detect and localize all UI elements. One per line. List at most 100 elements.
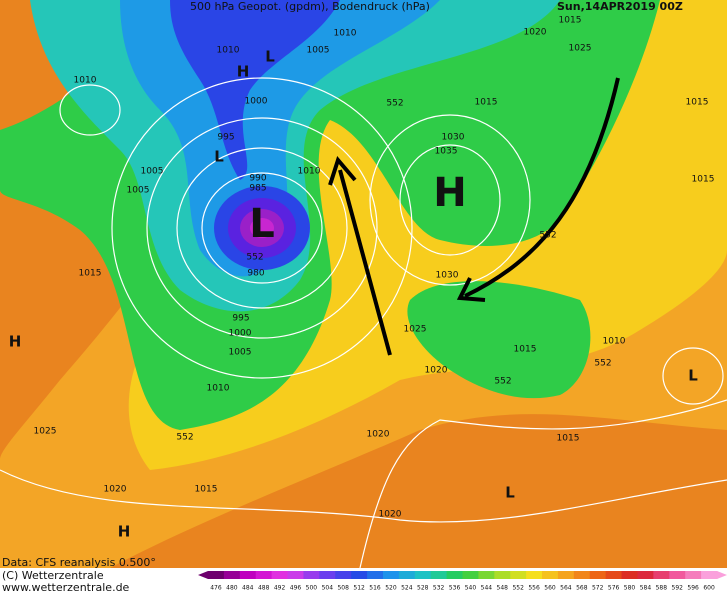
pressure-label: 1025 <box>569 44 592 54</box>
isobars <box>0 77 727 569</box>
colorbar-arrow <box>717 571 727 579</box>
colorbar-swatch <box>621 571 638 579</box>
colorbar-swatch <box>398 571 416 579</box>
pressure-center: L <box>505 484 515 502</box>
pressure-label: 1005 <box>229 348 252 358</box>
colorbar-label: 568 <box>576 585 588 592</box>
pressure-center: H <box>433 170 466 216</box>
pressure-label: 1010 <box>334 29 357 39</box>
colorbar-label: 524 <box>401 585 413 592</box>
pressure-label: 1015 <box>79 269 102 279</box>
colorbar-swatch <box>367 571 384 579</box>
colorbar-swatch <box>287 571 304 579</box>
colorbar-label: 592 <box>672 585 684 592</box>
data-source: Data: CFS reanalysis 0.500° <box>2 556 156 569</box>
colorbar-swatch <box>303 571 320 579</box>
pressure-label: 1015 <box>475 98 498 108</box>
pressure-label: 1030 <box>436 271 459 281</box>
pressure-label: 1010 <box>298 167 321 177</box>
colorbar-swatch <box>255 571 273 579</box>
colorbar-swatch <box>701 571 718 579</box>
colorbar-swatch <box>573 571 591 579</box>
colorbar-swatch <box>462 571 479 579</box>
colorbar-label: 488 <box>258 585 270 592</box>
pressure-label: 1035 <box>435 147 458 157</box>
colorbar-swatch <box>510 571 527 579</box>
pressure-center: L <box>265 48 275 66</box>
colorbar-swatch <box>335 571 352 579</box>
colorbar-label: 588 <box>656 585 668 592</box>
pressure-label: 985 <box>249 184 266 194</box>
pressure-label: 1020 <box>524 28 547 38</box>
flow-arrows <box>328 77 620 356</box>
colorbar-swatch <box>414 571 432 579</box>
colorbar-label: 544 <box>481 585 493 592</box>
colorbar-label: 476 <box>210 585 222 592</box>
colorbar-label: 516 <box>369 585 381 592</box>
pressure-label: 995 <box>232 314 249 324</box>
pressure-label: 1010 <box>207 384 230 394</box>
colorbar-label: 572 <box>592 585 604 592</box>
colorbar-swatch <box>653 571 670 579</box>
pressure-label: 1000 <box>245 97 268 107</box>
colorbar-label: 492 <box>274 585 286 592</box>
pressure-label: 1010 <box>74 76 97 86</box>
pressure-label: 552 <box>246 253 263 263</box>
colorbar-arrow <box>198 571 208 579</box>
colorbar-label: 540 <box>465 585 477 592</box>
colorbar-swatch <box>351 571 368 579</box>
pressure-label: 1015 <box>692 175 715 185</box>
colorbar-label: 512 <box>353 585 365 592</box>
colorbar-swatch <box>271 571 289 579</box>
pressure-center: L <box>214 148 224 166</box>
pressure-label: 552 <box>594 359 611 369</box>
pressure-label: 1020 <box>104 485 127 495</box>
colorbar-label: 520 <box>385 585 397 592</box>
colorbar-label: 548 <box>497 585 509 592</box>
colorbar-swatch <box>430 571 448 579</box>
pressure-label: 1010 <box>217 46 240 56</box>
pressure-label: 1020 <box>367 430 390 440</box>
pressure-label: 552 <box>539 231 556 241</box>
colorbar-swatch <box>589 571 607 579</box>
map-labels: 1015 1020 1010 1025 1010 1005 1010 1015 1015 1000… <box>9 16 715 541</box>
colorbar-swatch <box>494 571 511 579</box>
pressure-center: H <box>118 523 131 541</box>
colorbar-swatch <box>685 571 702 579</box>
colorbar-label: 596 <box>687 585 699 592</box>
pressure-label: 995 <box>217 133 234 143</box>
colorbar-swatch <box>382 571 400 579</box>
colorbar-swatch <box>605 571 623 579</box>
map-title: 500 hPa Geopot. (gpdm), Bodendruck (hPa) <box>190 0 430 13</box>
colorbar-label: 528 <box>417 585 429 592</box>
copyright: (C) Wetterzentrale <box>2 569 104 582</box>
colorbar-label: 560 <box>544 585 556 592</box>
colorbar-swatch <box>223 571 241 579</box>
colorbar-swatch <box>542 571 559 579</box>
colorbar-swatch <box>319 571 336 579</box>
pressure-label: 552 <box>494 377 511 387</box>
pressure-label: 1015 <box>686 98 709 108</box>
pressure-center: L <box>688 367 698 385</box>
pressure-label: 1020 <box>379 510 402 520</box>
colorbar-label: 508 <box>337 585 349 592</box>
colorbar-label: 504 <box>322 585 334 592</box>
pressure-label: 1010 <box>603 337 626 347</box>
pressure-label: 1000 <box>229 329 252 339</box>
colorbar-label: 584 <box>640 585 652 592</box>
colorbar-label: 532 <box>433 585 445 592</box>
colorbar-swatch <box>239 571 257 579</box>
colorbar-label: 600 <box>703 585 715 592</box>
pressure-center: H <box>9 333 22 351</box>
colorbar-label: 556 <box>528 585 540 592</box>
pressure-label: 1005 <box>307 46 330 56</box>
colorbar-swatch <box>669 571 686 579</box>
pressure-label: 980 <box>247 269 264 279</box>
map-date: Sun,14APR2019 00Z <box>557 0 683 13</box>
colorbar-label: 484 <box>242 585 254 592</box>
pressure-label: 1005 <box>141 167 164 177</box>
pressure-label: 1025 <box>34 427 57 437</box>
colorbar-label: 552 <box>512 585 524 592</box>
pressure-center: L <box>249 201 275 247</box>
